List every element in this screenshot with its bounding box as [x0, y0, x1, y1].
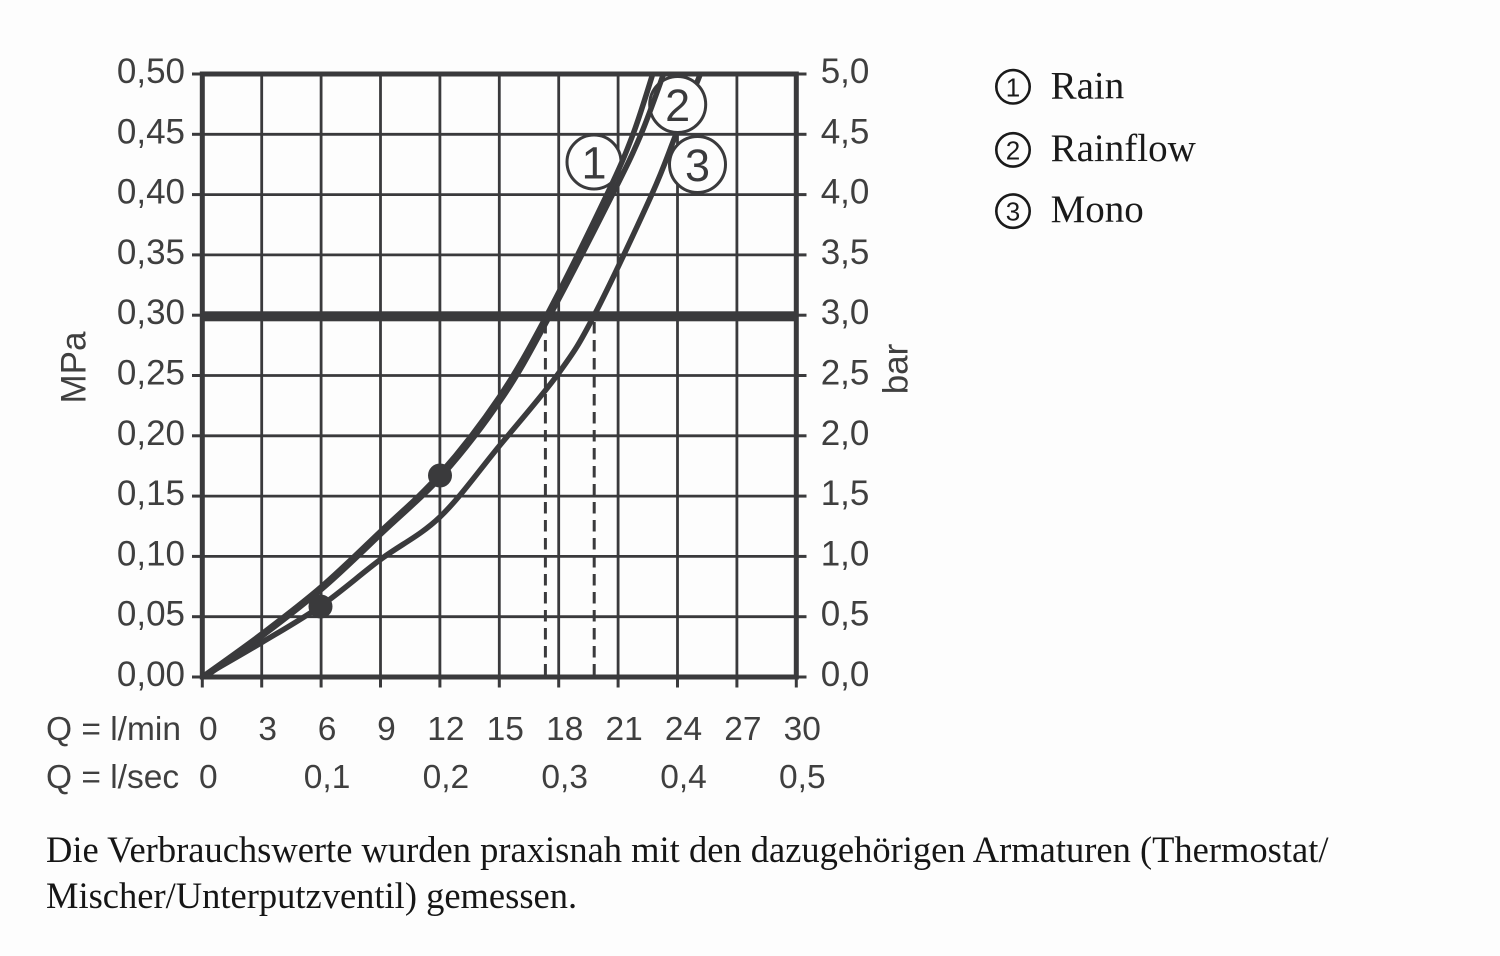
svg-text:3,5: 3,5	[821, 233, 870, 272]
svg-text:3: 3	[1006, 197, 1020, 227]
svg-text:0: 0	[199, 759, 218, 796]
svg-text:Die Verbrauchswerte wurden pra: Die Verbrauchswerte wurden praxisnah mit…	[46, 829, 1329, 870]
svg-text:30: 30	[784, 711, 821, 748]
svg-text:2,0: 2,0	[821, 414, 870, 453]
svg-text:MPa: MPa	[55, 331, 94, 404]
svg-text:0,5: 0,5	[821, 595, 870, 634]
svg-text:0,45: 0,45	[117, 112, 185, 151]
svg-text:1: 1	[1006, 72, 1020, 102]
svg-text:0,1: 0,1	[304, 759, 351, 796]
svg-text:12: 12	[427, 711, 464, 748]
svg-text:0,35: 0,35	[117, 233, 185, 272]
svg-text:1,0: 1,0	[821, 534, 870, 573]
svg-text:1: 1	[581, 137, 606, 188]
svg-text:0,5: 0,5	[779, 759, 826, 796]
svg-text:0,40: 0,40	[117, 173, 185, 212]
svg-text:1,5: 1,5	[821, 474, 870, 513]
svg-text:2,5: 2,5	[821, 354, 870, 393]
svg-text:bar: bar	[877, 343, 916, 394]
svg-text:2: 2	[665, 80, 690, 131]
svg-text:9: 9	[377, 711, 396, 748]
svg-text:3,0: 3,0	[821, 293, 870, 332]
svg-text:0,4: 0,4	[660, 759, 707, 796]
svg-text:24: 24	[665, 711, 702, 748]
svg-text:0,30: 0,30	[117, 293, 185, 332]
svg-text:0,2: 0,2	[423, 759, 470, 796]
svg-text:Rain: Rain	[1051, 65, 1125, 108]
svg-text:5,0: 5,0	[821, 52, 870, 91]
svg-text:0,0: 0,0	[821, 655, 870, 694]
svg-text:6: 6	[318, 711, 337, 748]
svg-text:4,5: 4,5	[821, 112, 870, 151]
svg-text:3: 3	[685, 140, 710, 191]
svg-text:0,10: 0,10	[117, 534, 185, 573]
svg-text:2: 2	[1006, 135, 1020, 165]
svg-text:0,05: 0,05	[117, 595, 185, 634]
svg-text:18: 18	[546, 711, 583, 748]
svg-text:15: 15	[487, 711, 524, 748]
svg-text:0,3: 0,3	[541, 759, 588, 796]
svg-text:21: 21	[605, 711, 642, 748]
svg-text:0,00: 0,00	[117, 655, 185, 694]
svg-text:4,0: 4,0	[821, 173, 870, 212]
svg-text:Mono: Mono	[1051, 188, 1144, 231]
svg-text:3: 3	[258, 711, 277, 748]
svg-text:0,15: 0,15	[117, 474, 185, 513]
svg-text:27: 27	[724, 711, 761, 748]
svg-text:Q = l/min: Q = l/min	[46, 711, 181, 748]
svg-text:Mischer/Unterputzventil) gemes: Mischer/Unterputzventil) gemessen.	[46, 875, 577, 916]
svg-text:0,20: 0,20	[117, 414, 185, 453]
svg-text:Q = l/sec: Q = l/sec	[46, 759, 179, 796]
svg-text:Rainflow: Rainflow	[1051, 127, 1196, 170]
svg-text:0,50: 0,50	[117, 52, 185, 91]
svg-text:0,25: 0,25	[117, 354, 185, 393]
svg-text:0: 0	[199, 711, 218, 748]
